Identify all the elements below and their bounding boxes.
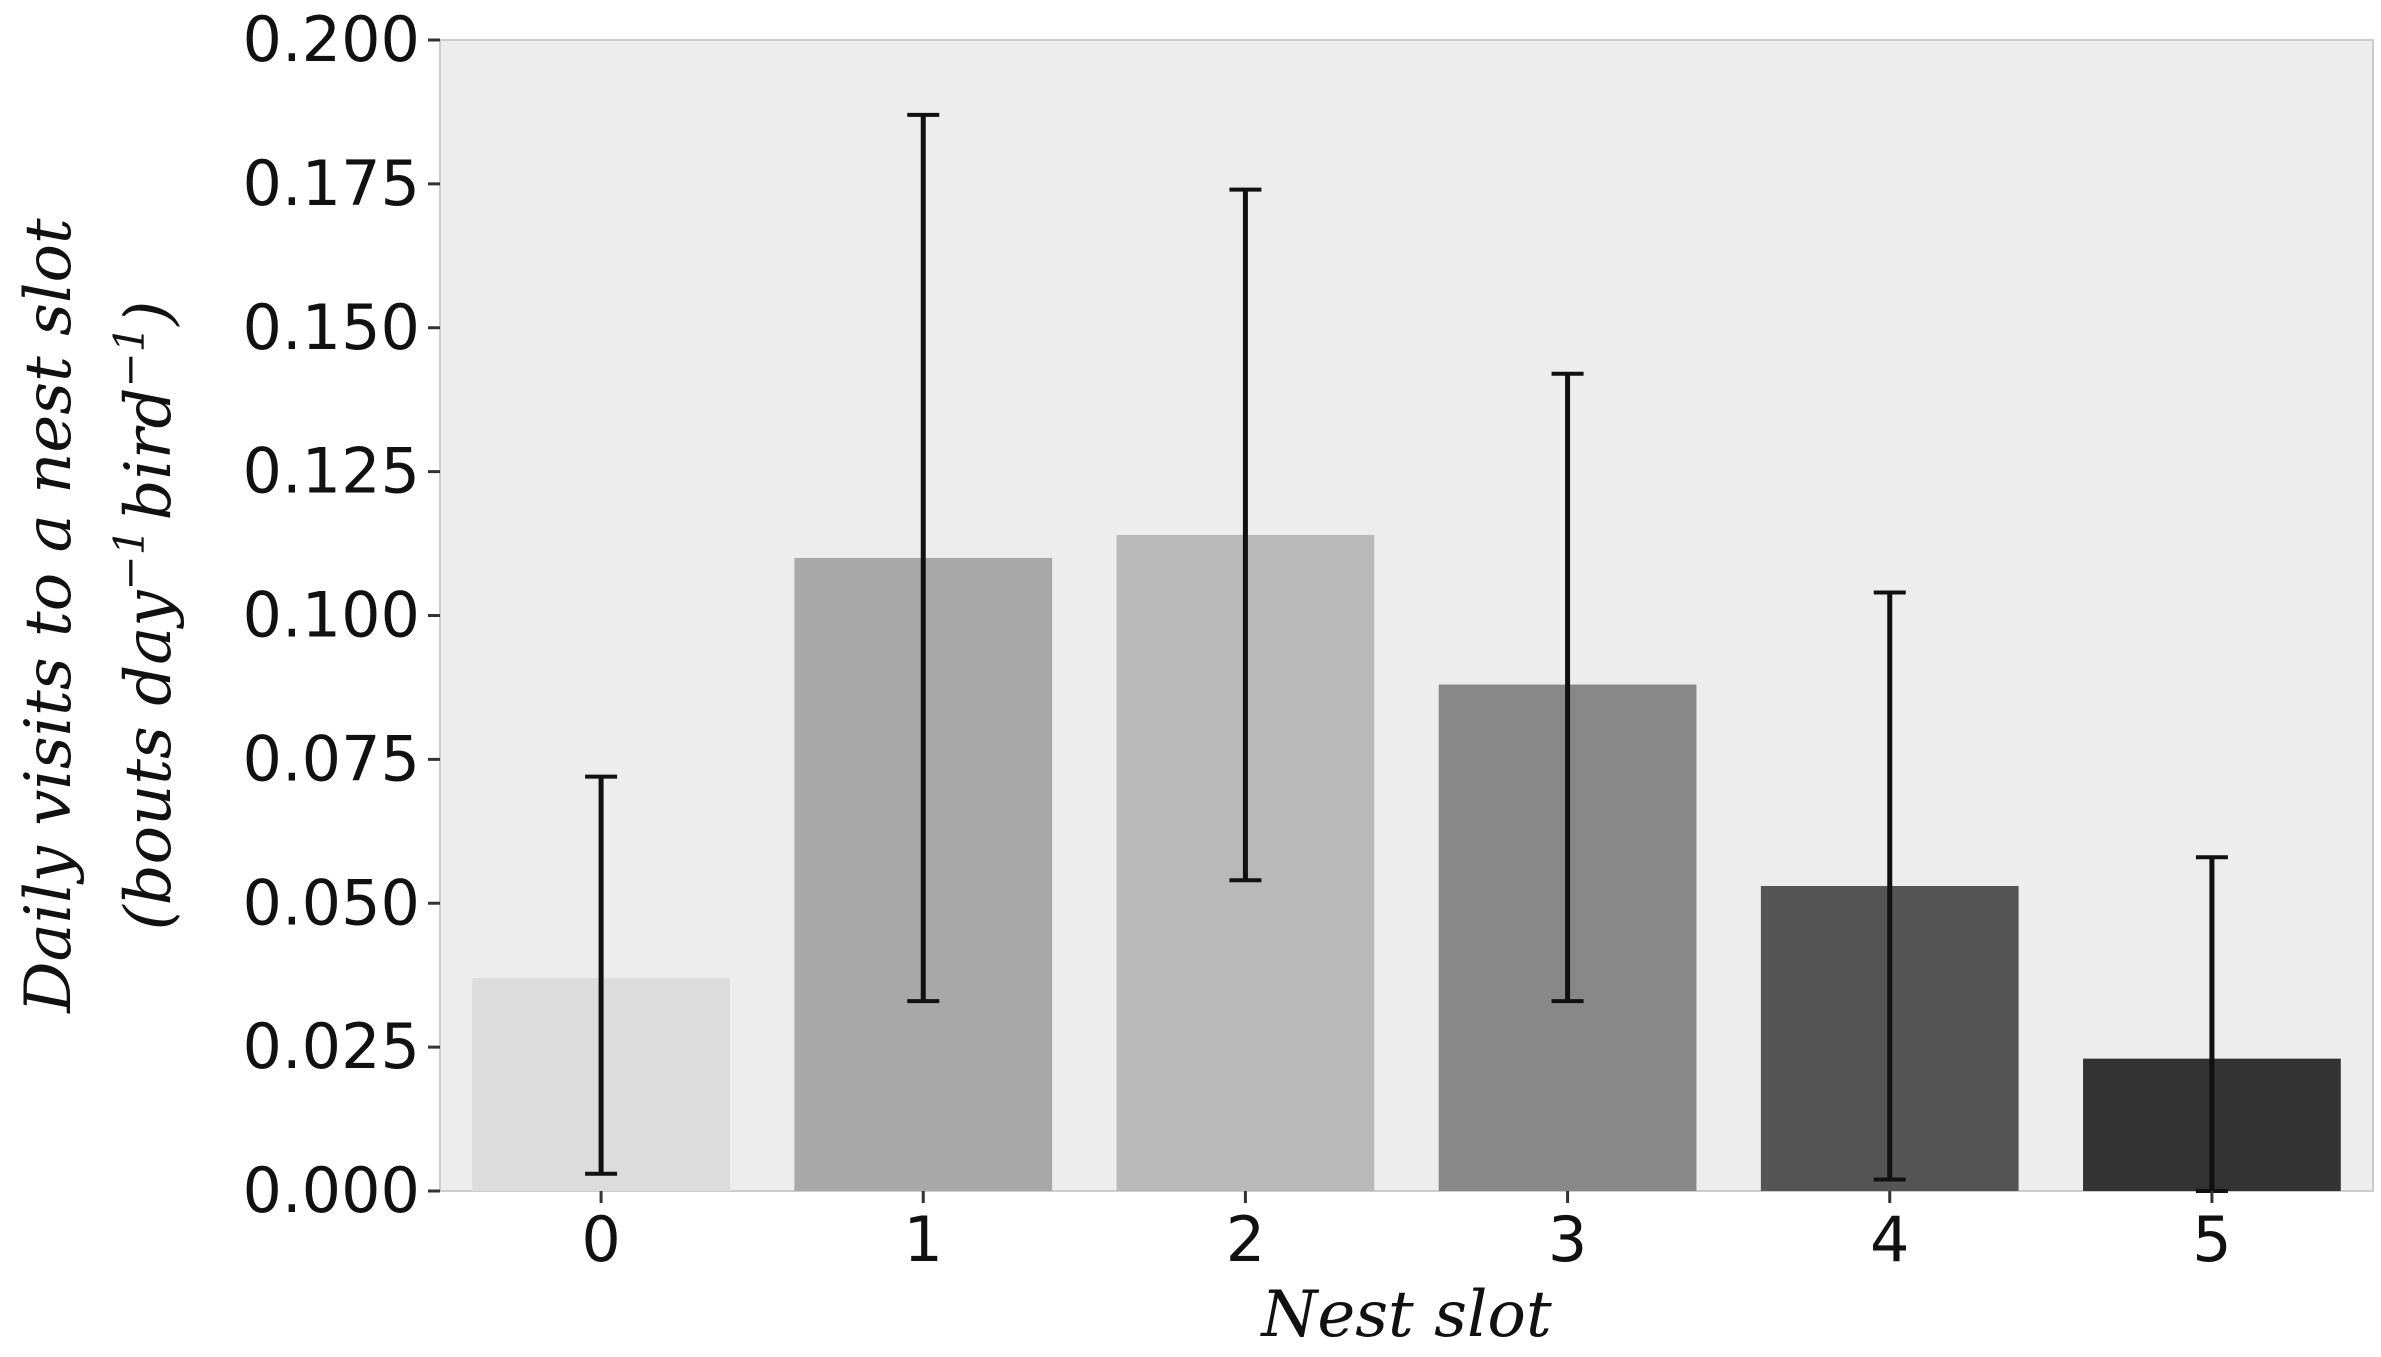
y-tick-label: 0.125 bbox=[243, 435, 421, 508]
y-tick-label: 0.050 bbox=[243, 866, 421, 939]
x-axis: 0 1 2 3 4 5 bbox=[581, 1191, 2232, 1276]
y-axis-units-suffix: ) bbox=[112, 301, 186, 328]
x-tick-label: 1 bbox=[904, 1203, 943, 1276]
x-tick-label: 5 bbox=[2192, 1203, 2231, 1276]
x-tick-label: 2 bbox=[1226, 1203, 1265, 1276]
y-axis-title: Daily visits to a nest slot (bouts day−1… bbox=[12, 218, 186, 1014]
x-tick-label: 0 bbox=[581, 1203, 620, 1276]
y-axis-units-exp1: −1 bbox=[105, 529, 154, 591]
x-tick-label: 3 bbox=[1548, 1203, 1587, 1276]
y-axis: 0.000 0.025 0.050 0.075 0.100 0.125 0.150 0.175… bbox=[243, 3, 440, 1227]
x-axis-title: Nest slot bbox=[1259, 1278, 1552, 1352]
y-tick-label: 0.200 bbox=[243, 3, 421, 76]
y-axis-title-line2: (bouts day−1bird−1) bbox=[105, 301, 186, 931]
y-axis-units-prefix: (bouts day bbox=[112, 590, 186, 931]
y-tick-label: 0.075 bbox=[243, 722, 421, 795]
y-tick-label: 0.000 bbox=[243, 1154, 421, 1227]
plot-area bbox=[439, 39, 2374, 1192]
error-bars-group bbox=[585, 112, 2228, 1193]
y-tick-label: 0.150 bbox=[243, 291, 421, 364]
y-tick-label: 0.175 bbox=[243, 147, 421, 220]
y-axis-units-mid: bird bbox=[112, 388, 186, 521]
y-axis-title-line1: Daily visits to a nest slot bbox=[12, 218, 86, 1014]
y-axis-units-exp2: −1 bbox=[105, 326, 154, 388]
y-tick-label: 0.025 bbox=[243, 1010, 421, 1083]
x-tick-label: 4 bbox=[1870, 1203, 1909, 1276]
y-tick-label: 0.100 bbox=[243, 579, 421, 652]
